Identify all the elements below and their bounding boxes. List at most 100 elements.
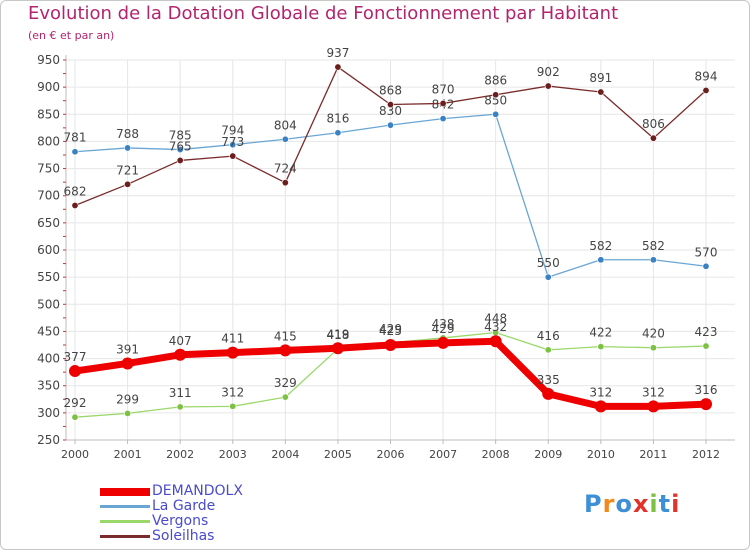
data-point-demandolx: [174, 348, 187, 361]
data-label-soleilhas: 806: [642, 117, 665, 131]
data-label-vergons: 448: [484, 312, 507, 326]
data-label-demandolx: 316: [695, 383, 718, 397]
data-point-vergons: [597, 343, 605, 351]
data-point-soleilhas: [649, 134, 657, 142]
data-point-soleilhas: [597, 88, 605, 96]
data-label-soleilhas: 886: [484, 74, 507, 88]
x-tick-label: 2001: [114, 448, 142, 461]
data-point-la-garde: [439, 115, 447, 123]
data-point-la-garde: [124, 144, 132, 152]
data-point-soleilhas: [439, 99, 447, 107]
data-point-demandolx: [700, 398, 712, 411]
data-point-soleilhas: [386, 101, 394, 109]
chart-subtitle: (en € et par an): [28, 29, 115, 42]
data-label-demandolx: 377: [64, 350, 87, 364]
x-tick-label: 2010: [587, 448, 615, 461]
data-label-vergons: 418: [326, 328, 349, 342]
logo-letter: x: [632, 490, 650, 518]
data-label-la-garde: 794: [221, 124, 244, 138]
x-tick-label: 2012: [692, 448, 720, 461]
data-label-la-garde: 550: [537, 256, 560, 270]
x-tick-label: 2004: [271, 448, 299, 461]
data-point-la-garde: [229, 141, 237, 149]
data-point-demandolx: [489, 335, 502, 348]
data-label-soleilhas: 868: [379, 84, 402, 98]
logo-letter: P: [584, 490, 603, 518]
y-tick-label: 650: [37, 216, 60, 230]
x-tick-label: 2002: [166, 448, 194, 461]
logo-letter: o: [615, 490, 633, 518]
y-tick-label: 450: [37, 324, 60, 338]
data-label-soleilhas: 773: [221, 135, 244, 149]
y-tick-label: 950: [37, 53, 60, 67]
y-tick-label: 900: [37, 80, 60, 94]
y-tick-label: 400: [37, 352, 60, 366]
data-point-vergons: [229, 402, 237, 410]
x-tick-label: 2007: [429, 448, 457, 461]
data-label-vergons: 299: [116, 392, 139, 406]
data-label-soleilhas: 724: [274, 162, 297, 176]
data-point-vergons: [124, 409, 132, 417]
data-label-demandolx: 407: [169, 334, 192, 348]
data-label-vergons: 311: [169, 386, 192, 400]
data-label-soleilhas: 870: [432, 82, 455, 96]
x-tick-label: 2005: [324, 448, 352, 461]
data-label-la-garde: 804: [274, 118, 297, 132]
data-label-demandolx: 425: [379, 324, 402, 338]
data-point-soleilhas: [281, 179, 289, 187]
x-tick-label: 2008: [482, 448, 510, 461]
data-point-demandolx: [542, 387, 555, 400]
legend-swatch: [100, 488, 150, 496]
data-label-demandolx: 391: [116, 342, 139, 356]
data-label-demandolx: 312: [642, 385, 665, 399]
data-point-demandolx: [279, 344, 292, 357]
data-label-demandolx: 419: [326, 327, 349, 341]
data-label-soleilhas: 765: [169, 139, 192, 153]
data-point-demandolx: [69, 365, 81, 378]
data-point-soleilhas: [124, 180, 132, 188]
legend-swatch: [100, 520, 150, 523]
data-point-soleilhas: [702, 86, 710, 94]
x-tick-label: 2003: [219, 448, 247, 461]
logo-letter: r: [602, 490, 616, 518]
data-label-soleilhas: 721: [116, 163, 139, 177]
x-tick-label: 2000: [61, 448, 89, 461]
data-label-vergons: 329: [274, 376, 297, 390]
data-point-la-garde: [71, 148, 79, 156]
data-point-la-garde: [544, 273, 552, 281]
legend-swatch: [100, 535, 150, 538]
data-point-la-garde: [492, 110, 500, 118]
data-label-soleilhas: 891: [589, 71, 612, 85]
data-point-la-garde: [702, 262, 710, 270]
data-point-soleilhas: [229, 152, 237, 160]
data-label-la-garde: 582: [589, 239, 612, 253]
data-label-la-garde: 785: [169, 129, 192, 143]
data-point-demandolx: [331, 342, 344, 355]
y-tick-label: 300: [37, 406, 60, 420]
data-label-vergons: 416: [537, 329, 560, 343]
data-label-demandolx: 432: [484, 320, 507, 334]
data-point-la-garde: [281, 135, 289, 143]
data-label-demandolx: 312: [589, 385, 612, 399]
data-point-soleilhas: [334, 63, 342, 71]
legend-label: Soleilhas: [152, 528, 215, 544]
logo-letter: t: [658, 490, 672, 518]
logo-letter: i: [649, 490, 659, 518]
data-point-demandolx: [121, 357, 134, 370]
data-point-soleilhas: [492, 91, 500, 99]
data-label-la-garde: 830: [379, 104, 402, 118]
data-label-soleilhas: 894: [695, 69, 718, 83]
legend-label: La Garde: [152, 498, 216, 514]
data-point-vergons: [702, 342, 710, 350]
data-label-soleilhas: 902: [537, 65, 560, 79]
y-tick-label: 500: [37, 297, 60, 311]
data-label-vergons: 420: [642, 327, 665, 341]
data-point-demandolx: [594, 400, 607, 413]
data-label-la-garde: 788: [116, 127, 139, 141]
legend-label: DEMANDOLX: [152, 483, 243, 499]
chart-title: Evolution de la Dotation Globale de Fonc…: [28, 3, 619, 24]
data-point-soleilhas: [544, 82, 552, 90]
data-label-vergons: 312: [221, 385, 244, 399]
data-label-la-garde: 850: [484, 93, 507, 107]
